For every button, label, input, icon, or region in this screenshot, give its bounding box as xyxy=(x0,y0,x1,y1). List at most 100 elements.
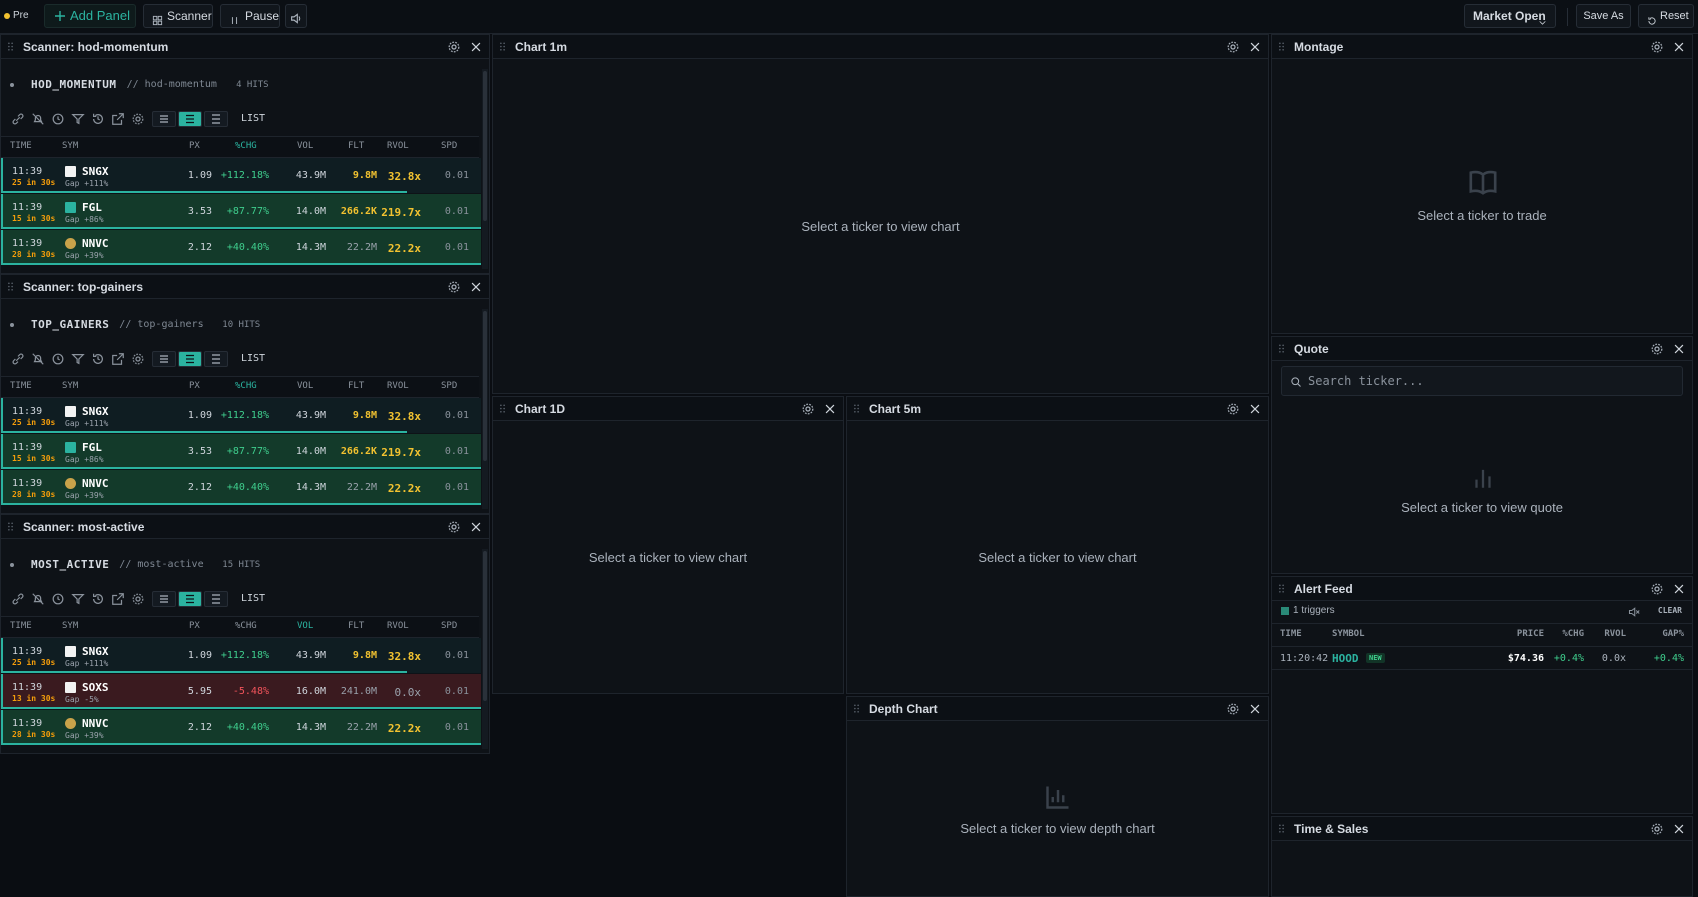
scanner-row[interactable]: 11:39 25 in 30s SNGX Gap +111% 1.09 +112.18% 4… xyxy=(1,638,481,673)
column-header[interactable]: %CHG xyxy=(235,621,257,631)
view-mode[interactable]: LIST xyxy=(241,113,266,124)
column-header[interactable]: RVOL xyxy=(387,381,409,391)
toolbar-icon[interactable] xyxy=(71,112,85,126)
density-toggle[interactable] xyxy=(178,111,202,127)
toolbar-icon[interactable] xyxy=(91,592,105,606)
close-button[interactable] xyxy=(469,520,483,534)
settings-button[interactable] xyxy=(1650,582,1664,596)
drag-handle[interactable] xyxy=(1275,822,1288,835)
row-symbol[interactable]: FGL xyxy=(82,201,102,214)
column-header[interactable]: FLT xyxy=(348,381,365,391)
toolbar-icon[interactable] xyxy=(91,112,105,126)
close-button[interactable] xyxy=(469,40,483,54)
column-header[interactable]: SPD xyxy=(441,381,458,391)
settings-button[interactable] xyxy=(1650,342,1664,356)
column-header[interactable]: PX xyxy=(189,621,200,631)
close-button[interactable] xyxy=(823,402,837,416)
sound-button[interactable] xyxy=(285,4,307,28)
drag-handle[interactable] xyxy=(1275,40,1288,53)
density-toggle[interactable] xyxy=(152,111,176,127)
column-header[interactable]: TIME xyxy=(10,621,32,631)
row-symbol[interactable]: SNGX xyxy=(82,405,109,418)
density-toggle[interactable] xyxy=(204,591,228,607)
row-symbol[interactable]: SNGX xyxy=(82,165,109,178)
toolbar-icon[interactable] xyxy=(31,352,45,366)
density-toggle[interactable] xyxy=(178,351,202,367)
settings-button[interactable] xyxy=(1650,40,1664,54)
close-button[interactable] xyxy=(1248,40,1262,54)
scanner-row[interactable]: 11:39 15 in 30s FGL Gap +86% 3.53 +87.77% 14.0… xyxy=(1,194,481,229)
alert-symbol[interactable]: HOOD xyxy=(1332,652,1359,665)
row-symbol[interactable]: FGL xyxy=(82,441,102,454)
settings-button[interactable] xyxy=(801,402,815,416)
toolbar-icon[interactable] xyxy=(51,592,65,606)
settings-button[interactable] xyxy=(447,520,461,534)
column-header[interactable]: VOL xyxy=(297,381,314,391)
drag-handle[interactable] xyxy=(850,702,863,715)
toolbar-icon[interactable] xyxy=(11,352,25,366)
toolbar-icon[interactable] xyxy=(131,592,145,606)
view-mode[interactable]: LIST xyxy=(241,593,266,604)
column-header[interactable]: SPD xyxy=(441,141,458,151)
reset-button[interactable]: Reset xyxy=(1638,4,1694,28)
column-header[interactable]: RVOL xyxy=(387,141,409,151)
scanner-row[interactable]: 11:39 13 in 30s SOXS Gap -5% 5.95 -5.48% 16.0M… xyxy=(1,674,481,709)
drag-handle[interactable] xyxy=(496,402,509,415)
close-button[interactable] xyxy=(1672,40,1686,54)
scanner-row[interactable]: 11:39 28 in 30s NNVC Gap +39% 2.12 +40.40% 14.… xyxy=(1,710,481,745)
scanner-row[interactable]: 11:39 15 in 30s FGL Gap +86% 3.53 +87.77% 14.0… xyxy=(1,434,481,469)
column-header[interactable]: %CHG xyxy=(235,141,257,151)
column-header[interactable]: SYM xyxy=(62,381,79,391)
settings-button[interactable] xyxy=(1226,402,1240,416)
column-header[interactable]: TIME xyxy=(10,381,32,391)
row-symbol[interactable]: SOXS xyxy=(82,681,109,694)
column-header[interactable]: TIME xyxy=(10,141,32,151)
drag-handle[interactable] xyxy=(4,280,17,293)
settings-button[interactable] xyxy=(447,280,461,294)
drag-handle[interactable] xyxy=(1275,582,1288,595)
density-toggle[interactable] xyxy=(178,591,202,607)
settings-button[interactable] xyxy=(1650,822,1664,836)
scanner-row[interactable]: 11:39 25 in 30s SNGX Gap +111% 1.09 +112.18% 4… xyxy=(1,398,481,433)
column-header[interactable]: SYM xyxy=(62,141,79,151)
drag-handle[interactable] xyxy=(496,40,509,53)
density-toggle[interactable] xyxy=(204,351,228,367)
toolbar-icon[interactable] xyxy=(111,592,125,606)
market-session-dropdown[interactable]: Market Open xyxy=(1464,4,1556,28)
column-header[interactable]: PX xyxy=(189,141,200,151)
toolbar-icon[interactable] xyxy=(131,112,145,126)
view-mode[interactable]: LIST xyxy=(241,353,266,364)
row-symbol[interactable]: NNVC xyxy=(82,237,109,250)
toolbar-icon[interactable] xyxy=(31,592,45,606)
column-header[interactable]: SPD xyxy=(441,621,458,631)
row-symbol[interactable]: NNVC xyxy=(82,717,109,730)
row-symbol[interactable]: SNGX xyxy=(82,645,109,658)
toolbar-icon[interactable] xyxy=(51,112,65,126)
settings-button[interactable] xyxy=(1226,40,1240,54)
toolbar-icon[interactable] xyxy=(11,112,25,126)
column-header[interactable]: %CHG xyxy=(235,381,257,391)
toolbar-icon[interactable] xyxy=(51,352,65,366)
row-symbol[interactable]: NNVC xyxy=(82,477,109,490)
settings-button[interactable] xyxy=(1226,702,1240,716)
close-button[interactable] xyxy=(1248,402,1262,416)
toolbar-icon[interactable] xyxy=(71,352,85,366)
toolbar-icon[interactable] xyxy=(11,592,25,606)
toolbar-icon[interactable] xyxy=(71,592,85,606)
density-toggle[interactable] xyxy=(204,111,228,127)
pause-button[interactable]: Pause xyxy=(220,4,280,28)
toolbar-icon[interactable] xyxy=(131,352,145,366)
close-button[interactable] xyxy=(1248,702,1262,716)
density-toggle[interactable] xyxy=(152,591,176,607)
scanner-row[interactable]: 11:39 28 in 30s NNVC Gap +39% 2.12 +40.40% 14.… xyxy=(1,470,481,505)
close-button[interactable] xyxy=(1672,582,1686,596)
column-header[interactable]: SYM xyxy=(62,621,79,631)
mute-icon[interactable] xyxy=(1628,605,1640,617)
add-panel-button[interactable]: Add Panel xyxy=(44,4,136,28)
drag-handle[interactable] xyxy=(1275,342,1288,355)
toolbar-icon[interactable] xyxy=(111,352,125,366)
column-header[interactable]: PX xyxy=(189,381,200,391)
density-toggle[interactable] xyxy=(152,351,176,367)
ticker-search[interactable]: Search ticker... xyxy=(1281,366,1683,396)
toolbar-icon[interactable] xyxy=(31,112,45,126)
